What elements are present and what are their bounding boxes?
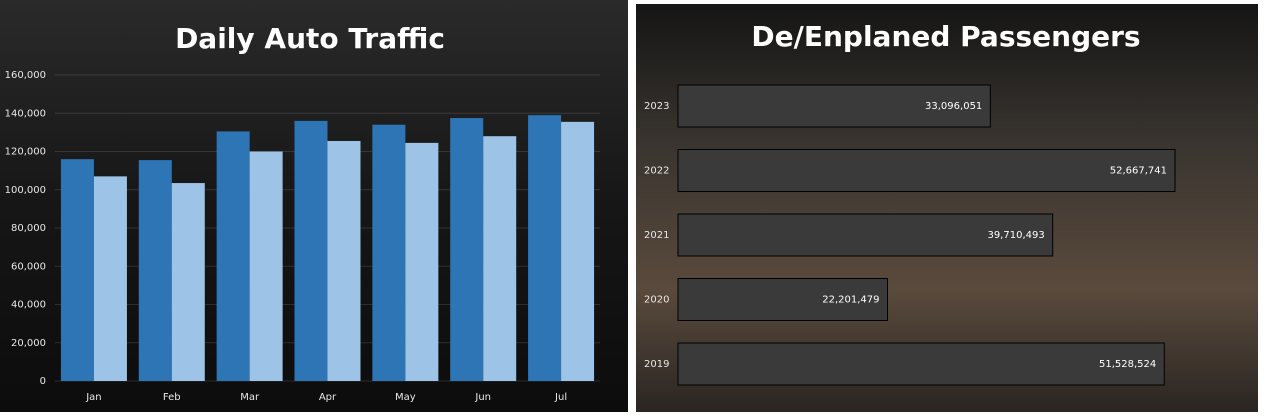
value-label: 33,096,051 [925,101,982,112]
y-tick-label: 0 [40,376,46,387]
value-label: 39,710,493 [987,230,1044,241]
y-tick-label: 2019 [644,359,669,370]
bar [216,131,250,381]
chart-title: De/Enplaned Passengers [751,20,1140,53]
bar [171,183,205,381]
bar [561,121,595,381]
y-tick-label: 140,000 [5,108,46,119]
bar [528,115,562,381]
bar [677,149,1176,192]
y-tick-label: 2022 [644,166,669,177]
x-tick-label: Jul [554,392,567,403]
y-tick-label: 2020 [644,295,669,306]
y-tick-label: 100,000 [5,185,46,196]
bar [677,84,991,128]
x-tick-label: Jun [474,392,491,403]
x-tick-label: Mar [240,392,260,403]
y-tick-label: 2023 [644,101,669,112]
chart-title: Daily Auto Traffic [175,22,445,55]
value-label: 22,201,479 [822,295,879,306]
bar [677,342,1165,386]
y-tick-label: 40,000 [11,300,46,311]
x-tick-label: May [395,392,416,403]
y-tick-label: 20,000 [11,338,46,349]
bar [677,278,889,321]
bar [677,213,1054,257]
value-label: 51,528,524 [1099,359,1156,370]
bar [93,176,127,381]
y-tick-label: 120,000 [5,147,46,158]
bar [60,159,94,381]
bar [138,160,172,381]
x-tick-label: Jan [85,392,101,403]
value-label: 52,667,741 [1110,166,1167,177]
bar [327,140,361,381]
y-tick-label: 2021 [644,230,669,241]
bar [372,124,406,381]
y-tick-label: 160,000 [5,70,46,81]
bar [294,120,328,382]
bar [405,142,439,381]
x-tick-label: Feb [163,392,181,403]
x-tick-label: Apr [319,392,337,403]
y-tick-label: 60,000 [11,261,46,272]
bar [450,118,484,381]
bar [483,136,517,381]
y-tick-label: 80,000 [11,223,46,234]
bar [249,151,283,381]
